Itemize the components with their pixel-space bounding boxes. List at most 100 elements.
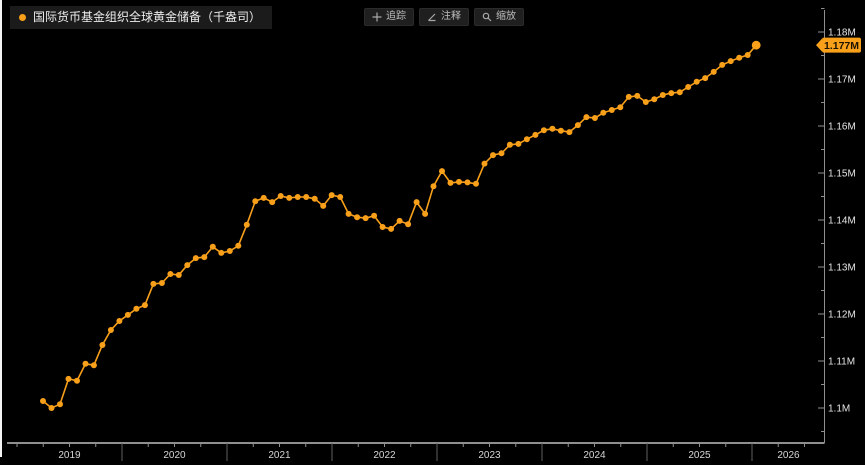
y-tick-label: 1.16M bbox=[828, 122, 856, 133]
data-point bbox=[439, 168, 445, 175]
series-line bbox=[42, 44, 757, 409]
crosshair-icon bbox=[372, 12, 382, 22]
x-year-label: 2021 bbox=[268, 450, 291, 461]
data-point bbox=[218, 249, 225, 256]
last-data-point bbox=[751, 40, 761, 50]
x-year-label: 2020 bbox=[163, 450, 186, 461]
data-point bbox=[557, 127, 564, 134]
y-tick-label: 1.12M bbox=[828, 310, 856, 321]
y-tick-label: 1.13M bbox=[828, 263, 856, 274]
data-point bbox=[226, 248, 233, 254]
data-point bbox=[328, 192, 335, 199]
data-point bbox=[651, 96, 658, 103]
data-point bbox=[693, 78, 700, 85]
y-tick-label: 1.15M bbox=[828, 169, 856, 180]
data-point bbox=[523, 136, 530, 143]
series-legend-label: 国际货币基金组织全球黄金储备（千盎司） bbox=[33, 10, 262, 24]
data-point bbox=[422, 210, 429, 217]
data-point bbox=[158, 280, 165, 286]
data-point bbox=[702, 75, 709, 82]
data-point bbox=[141, 302, 148, 309]
data-point bbox=[498, 150, 505, 157]
track-button[interactable]: 追踪 bbox=[364, 8, 414, 26]
data-point bbox=[583, 114, 590, 121]
annotate-button-label: 注释 bbox=[441, 11, 461, 22]
x-year-label: 2022 bbox=[373, 450, 396, 461]
data-point bbox=[659, 92, 666, 98]
data-point bbox=[388, 225, 395, 232]
data-point bbox=[48, 405, 55, 411]
data-point bbox=[99, 342, 106, 348]
data-point bbox=[719, 61, 726, 68]
annotate-button[interactable]: 注释 bbox=[419, 8, 469, 26]
data-point bbox=[124, 311, 131, 318]
data-point bbox=[727, 58, 734, 65]
data-point bbox=[311, 195, 318, 202]
x-year-label: 2019 bbox=[58, 450, 81, 461]
data-point bbox=[362, 215, 369, 222]
data-point bbox=[600, 109, 607, 116]
y-tick-label: 1.14M bbox=[828, 216, 856, 227]
data-point bbox=[430, 183, 437, 190]
data-point bbox=[396, 217, 403, 224]
data-point bbox=[294, 194, 301, 200]
data-point bbox=[642, 99, 649, 105]
data-point bbox=[464, 179, 471, 186]
data-point bbox=[235, 242, 242, 249]
zoom-button[interactable]: 缩放 bbox=[474, 8, 524, 26]
data-point bbox=[65, 375, 72, 382]
data-point bbox=[506, 141, 513, 148]
data-point bbox=[668, 90, 675, 97]
data-point bbox=[184, 262, 191, 269]
magnifier-icon bbox=[482, 12, 492, 22]
data-point bbox=[685, 84, 692, 90]
data-point bbox=[337, 194, 344, 200]
data-point bbox=[634, 92, 641, 99]
series-dot-icon bbox=[19, 13, 26, 21]
data-point bbox=[90, 362, 97, 369]
data-point bbox=[57, 401, 63, 408]
data-point bbox=[116, 318, 123, 324]
data-point bbox=[260, 194, 267, 201]
y-tick-label: 1.18M bbox=[828, 28, 856, 39]
data-point bbox=[303, 194, 310, 200]
data-point bbox=[532, 131, 539, 138]
y-tick-label: 1.17M bbox=[828, 75, 856, 86]
series-legend[interactable]: 国际货币基金组织全球黄金储备（千盎司） bbox=[10, 6, 273, 29]
data-point bbox=[515, 140, 522, 147]
data-point bbox=[209, 243, 216, 250]
data-point bbox=[150, 280, 157, 287]
data-point bbox=[456, 178, 462, 185]
data-point bbox=[608, 107, 615, 113]
data-point bbox=[473, 180, 479, 187]
data-point bbox=[286, 194, 293, 201]
x-year-label: 2026 bbox=[777, 450, 800, 461]
data-point bbox=[243, 221, 250, 228]
data-point bbox=[447, 179, 454, 186]
data-point bbox=[490, 152, 496, 159]
pencil-icon bbox=[428, 13, 436, 22]
data-point bbox=[744, 52, 751, 58]
data-point bbox=[40, 398, 46, 404]
data-point bbox=[413, 199, 420, 206]
data-point bbox=[574, 122, 581, 129]
window-left-edge bbox=[0, 0, 2, 457]
data-point bbox=[269, 199, 276, 206]
data-point bbox=[676, 89, 683, 96]
last-value-label: 1.177M bbox=[824, 40, 859, 52]
data-point bbox=[566, 129, 573, 136]
x-year-label: 2023 bbox=[478, 450, 501, 461]
x-year-label: 2024 bbox=[583, 450, 606, 461]
data-point bbox=[133, 305, 140, 312]
data-point bbox=[354, 214, 361, 221]
zoom-button-label: 缩放 bbox=[496, 11, 516, 22]
data-point bbox=[277, 193, 284, 199]
data-point bbox=[591, 115, 598, 121]
x-year-label: 2025 bbox=[688, 450, 711, 461]
y-tick-label: 1.11M bbox=[828, 357, 855, 368]
data-point bbox=[320, 202, 327, 209]
track-button-label: 追踪 bbox=[386, 11, 406, 22]
data-point bbox=[345, 210, 352, 217]
data-point bbox=[481, 160, 488, 167]
